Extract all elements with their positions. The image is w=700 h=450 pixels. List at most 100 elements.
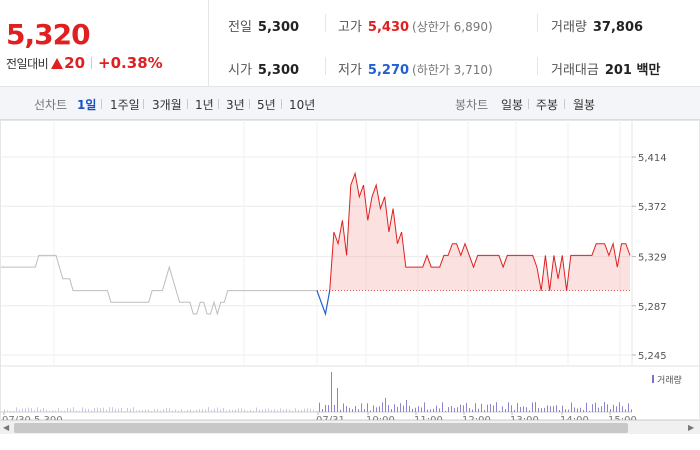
- volume-bar: [484, 410, 485, 412]
- volume-bar: [28, 407, 29, 412]
- volume-bar: [151, 410, 152, 412]
- volume-bar: [625, 409, 626, 412]
- volume-bar: [439, 408, 440, 412]
- volume-bar: [436, 405, 437, 412]
- volume-bar: [532, 402, 533, 412]
- volume-bar: [262, 409, 263, 412]
- volume-bar: [226, 410, 227, 412]
- period-1w[interactable]: 1주일: [110, 98, 140, 112]
- period-1d[interactable]: 1일: [77, 98, 97, 112]
- volume-bar: [556, 405, 557, 412]
- volume-bar: [238, 408, 239, 412]
- volume-bar: [160, 410, 161, 412]
- volume-bar: [232, 409, 233, 412]
- volume-bar: [124, 410, 125, 412]
- volume-bar: [256, 407, 257, 412]
- volume-bar: [34, 410, 35, 412]
- stat-label: 고가: [338, 20, 362, 35]
- volume-bar: [145, 409, 146, 412]
- stats-panel: 전일 5,300 고가 5,430 (상한가 6,890) 거래량 37,806 시가 5…: [208, 0, 700, 87]
- volume-bar: [445, 410, 446, 412]
- stat-value: 201 백만: [604, 63, 661, 78]
- period-3y[interactable]: 3년: [226, 98, 245, 112]
- period-5y[interactable]: 5년: [257, 98, 276, 112]
- volume-bar: [94, 407, 95, 412]
- volume-bar: [211, 410, 212, 412]
- volume-bar: [280, 408, 281, 412]
- volume-bar: [4, 409, 5, 412]
- stat-value: 5,300: [257, 20, 300, 35]
- stat-prev-close: 전일 5,300: [228, 16, 299, 35]
- volume-legend-label: 거래량: [657, 374, 682, 386]
- scroll-right-icon[interactable]: ▶: [688, 423, 695, 432]
- chart-scrollbar[interactable]: ◀ ▶: [0, 420, 700, 434]
- y-tick-label: 5,245: [638, 351, 667, 362]
- stat-label: 전일: [228, 20, 252, 35]
- volume-bar: [547, 405, 548, 412]
- volume-bar: [13, 410, 14, 412]
- volume-bar: [550, 406, 551, 412]
- volume-bar: [343, 403, 344, 412]
- volume-bar: [100, 408, 101, 412]
- divider: [564, 99, 565, 109]
- period-3m[interactable]: 3개월: [152, 98, 182, 112]
- change-value: 20: [64, 54, 86, 72]
- volume-bar: [364, 409, 365, 412]
- volume-bar: [298, 409, 299, 412]
- volume-bar: [46, 409, 47, 412]
- candle-daily[interactable]: 일봉: [501, 98, 524, 112]
- period-1y[interactable]: 1년: [195, 98, 214, 112]
- volume-bar: [541, 408, 542, 412]
- volume-bar: [76, 410, 77, 412]
- volume-bar: [535, 402, 536, 412]
- period-10y[interactable]: 10년: [289, 98, 316, 112]
- volume-bar: [502, 406, 503, 412]
- volume-bar: [229, 409, 230, 412]
- volume-bar: [325, 404, 326, 412]
- volume-bar: [568, 409, 569, 412]
- volume-bar: [373, 405, 374, 412]
- volume-bar: [481, 403, 482, 412]
- upper-limit: (상한가 6,890): [412, 20, 493, 34]
- line-chart-label: 선차트: [34, 98, 68, 112]
- volume-bar: [574, 407, 575, 412]
- volume-bar: [19, 409, 20, 412]
- volume-bar: [508, 402, 509, 412]
- volume-bar: [109, 407, 110, 412]
- candle-chart-label: 봉차트: [455, 98, 489, 112]
- candle-weekly[interactable]: 주봉: [536, 98, 559, 112]
- volume-bar: [139, 410, 140, 412]
- volume-bar: [127, 407, 128, 412]
- lower-limit: (하한가 3,710): [412, 63, 493, 77]
- volume-bar: [112, 407, 113, 412]
- divider: [101, 99, 102, 109]
- volume-bar: [337, 388, 338, 412]
- volume-bar: [409, 405, 410, 412]
- divider: [91, 57, 93, 69]
- scroll-left-icon[interactable]: ◀: [3, 423, 10, 432]
- candle-monthly[interactable]: 월봉: [573, 98, 596, 112]
- volume-bar: [97, 407, 98, 412]
- scroll-thumb[interactable]: [14, 423, 628, 433]
- volume-bar: [133, 407, 134, 412]
- volume-bar: [148, 409, 149, 412]
- stat-label: 저가: [338, 63, 362, 78]
- y-tick-label: 5,329: [638, 253, 667, 264]
- volume-bar: [487, 404, 488, 412]
- volume-bar: [157, 409, 158, 412]
- volume-bar: [202, 409, 203, 412]
- volume-bar: [523, 406, 524, 412]
- volume-bar: [388, 405, 389, 412]
- volume-bar: [478, 408, 479, 412]
- volume-bar: [61, 410, 62, 412]
- volume-bar: [421, 407, 422, 412]
- divider: [537, 57, 538, 75]
- divider: [325, 57, 326, 75]
- volume-bar: [511, 405, 512, 412]
- volume-bar: [253, 410, 254, 412]
- volume-bar: [490, 403, 491, 412]
- volume-bar: [529, 410, 530, 412]
- volume-bar: [79, 410, 80, 412]
- volume-bar: [334, 404, 335, 412]
- volume-bar: [25, 408, 26, 412]
